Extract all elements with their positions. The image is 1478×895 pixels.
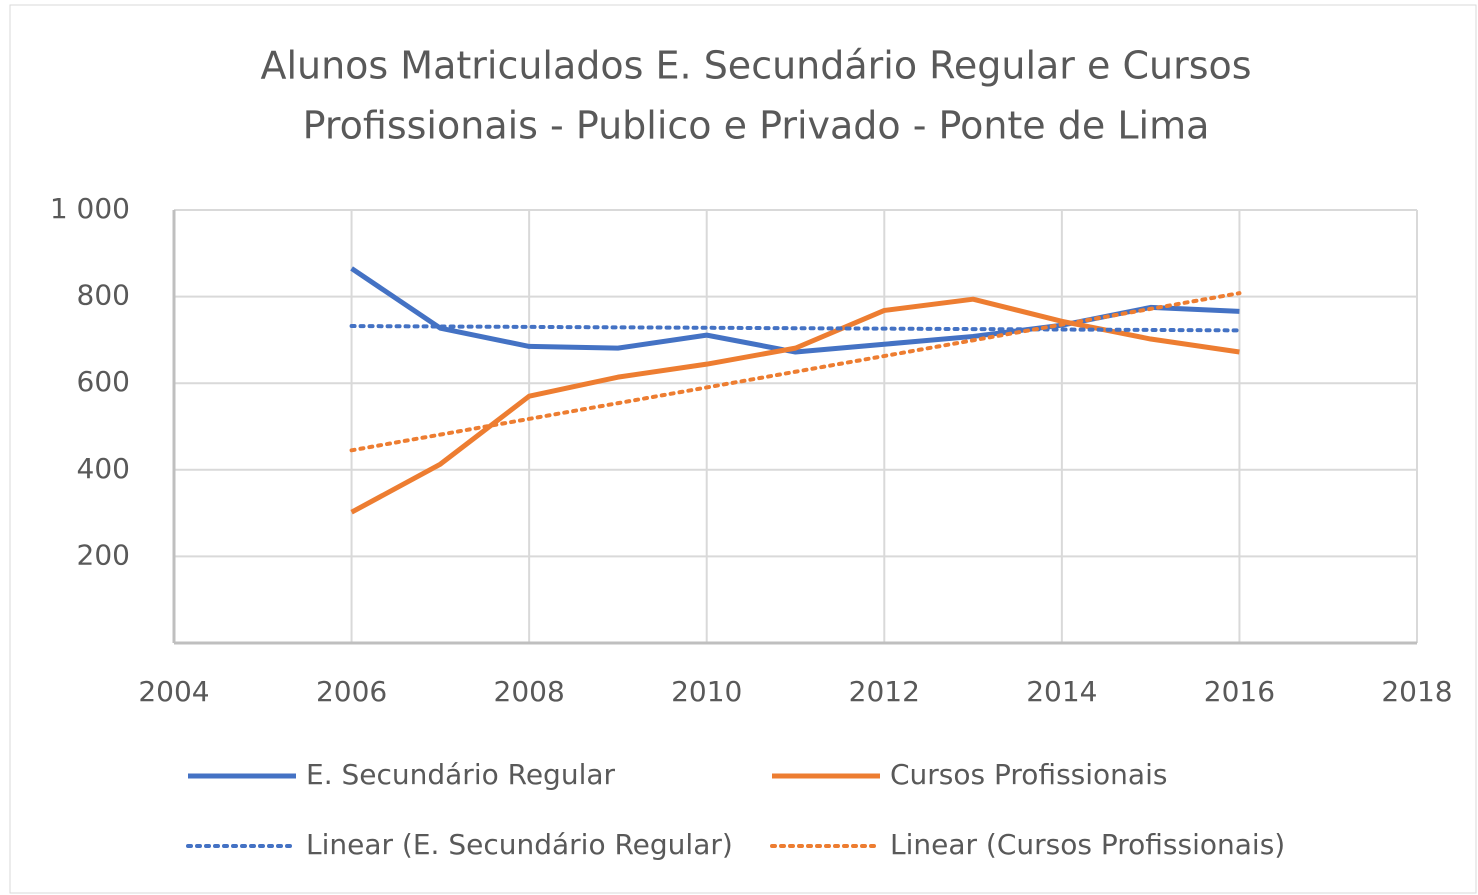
legend-label: Cursos Profissionais (890, 758, 1167, 791)
y-tick-label: 1 000 (50, 192, 130, 225)
x-tick-label: 2016 (1204, 675, 1275, 708)
y-tick-label: 800 (77, 279, 130, 312)
x-tick-label: 2008 (494, 675, 565, 708)
x-tick-label: 2014 (1026, 675, 1097, 708)
x-tick-label: 2010 (671, 675, 742, 708)
chart-title: Alunos Matriculados E. Secundário Regula… (260, 44, 1251, 88)
y-tick-label: 400 (77, 452, 130, 485)
chart-frame (9, 4, 1477, 894)
trend-line (349, 291, 1242, 453)
legend-label: Linear (E. Secundário Regular) (306, 828, 733, 861)
y-tick-label: 600 (77, 365, 130, 398)
legend-label: Linear (Cursos Profissionais) (890, 828, 1285, 861)
x-tick-label: 2006 (316, 675, 387, 708)
x-tick-label: 2018 (1381, 675, 1452, 708)
line (350, 296, 1240, 515)
y-tick-label: 200 (77, 538, 130, 571)
chart-title: Profissionais - Publico e Privado - Pont… (303, 104, 1210, 148)
x-tick-label: 2004 (138, 675, 209, 708)
trend-line (349, 324, 1242, 333)
legend-label: E. Secundário Regular (306, 758, 616, 791)
x-tick-label: 2012 (849, 675, 920, 708)
